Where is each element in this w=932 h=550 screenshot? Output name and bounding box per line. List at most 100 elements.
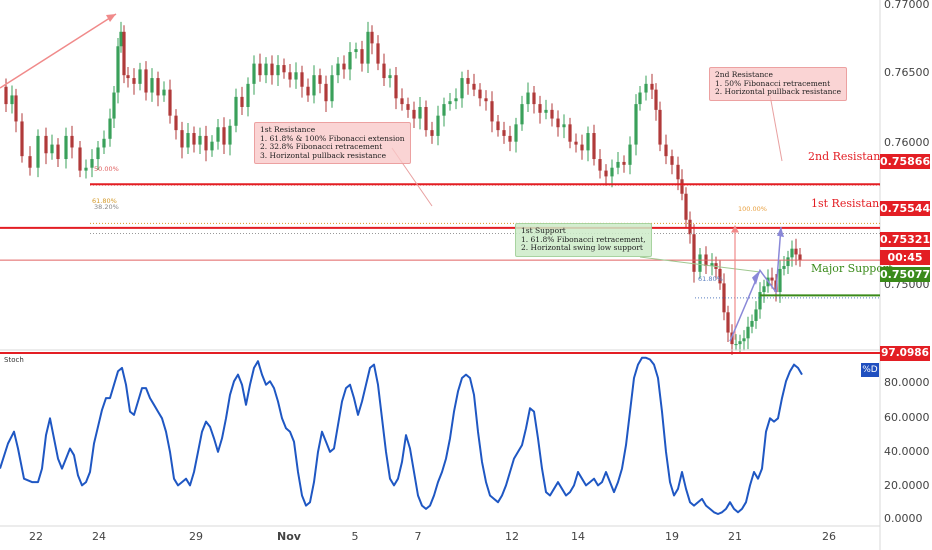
candle-body xyxy=(36,135,40,168)
level-name-2nd-resistance: 2nd Resistance xyxy=(808,150,893,163)
candle-body xyxy=(412,109,416,119)
candle-body xyxy=(222,127,226,145)
candle-body xyxy=(622,161,626,165)
candle-body xyxy=(336,63,340,76)
candle-body xyxy=(144,69,148,93)
candle-body xyxy=(782,266,786,269)
stoch-title: Stoch xyxy=(4,356,24,364)
candle-body xyxy=(168,89,172,116)
candle-body xyxy=(10,95,14,105)
candle-body xyxy=(108,118,112,139)
candle-body xyxy=(376,43,380,64)
candle-body xyxy=(658,109,662,145)
candle-body xyxy=(388,75,392,79)
candle-body xyxy=(460,78,464,99)
candle-body xyxy=(798,254,802,261)
candle-body xyxy=(628,144,632,165)
candle-body xyxy=(116,46,120,93)
candle-body xyxy=(790,248,794,258)
candle-body xyxy=(424,106,428,131)
candle-body xyxy=(586,133,590,151)
candle-body xyxy=(448,101,452,105)
candle-body xyxy=(454,98,458,102)
candle-body xyxy=(762,286,766,293)
candle-body xyxy=(654,89,658,110)
annotation-pointer-line xyxy=(639,256,761,273)
candle-body xyxy=(680,179,684,194)
fib-label-38-2: 38.20% xyxy=(94,203,119,211)
candle-body xyxy=(180,130,184,148)
candle-body xyxy=(638,92,642,105)
candle-body xyxy=(354,49,358,53)
candle-body xyxy=(370,31,374,44)
candle-body xyxy=(132,78,136,84)
candle-body xyxy=(644,83,648,93)
candle-body xyxy=(282,65,286,73)
percent-d-badge[interactable]: %D xyxy=(861,363,879,377)
annotation-pointer-line xyxy=(769,94,783,162)
candle-body xyxy=(550,109,554,119)
candle-body xyxy=(478,89,482,99)
stoch-d-line xyxy=(0,356,803,515)
candle-body xyxy=(496,121,500,131)
candle-body xyxy=(70,135,74,148)
candle-body xyxy=(580,144,584,151)
fib-label-100: 100.00% xyxy=(738,205,767,213)
candle-body xyxy=(556,118,560,128)
abc-arrow-head xyxy=(777,226,784,238)
countdown-badge: 00:45 xyxy=(880,250,930,265)
trend-arrow-head xyxy=(106,14,116,22)
candle-body xyxy=(96,147,100,160)
stochastic-panel xyxy=(0,352,880,515)
candle-body xyxy=(156,78,160,96)
annotation-2nd-resistance: 2nd Resistance 1. 50% Fibonacci retracem… xyxy=(709,67,848,101)
candle-body xyxy=(650,83,654,90)
level-badge-2nd-resistance: 0.75866 xyxy=(880,154,931,169)
candle-body xyxy=(300,72,304,87)
annotation-1st-resistance: 1st Resistance 1. 61.8% & 100% Fibonacci… xyxy=(254,122,411,165)
stoch-overbought-badge: 97.0986 xyxy=(880,346,930,361)
candle-body xyxy=(400,98,404,105)
x-tick: 21 xyxy=(728,530,742,543)
candle-body xyxy=(758,292,762,310)
candle-body xyxy=(294,72,298,80)
last-price-badge: 0.75321 xyxy=(880,232,931,247)
candle-body xyxy=(514,124,518,142)
x-tick: 22 xyxy=(29,530,43,543)
x-tick: Nov xyxy=(277,530,301,543)
candle-body xyxy=(520,104,524,125)
candle-body xyxy=(472,83,476,90)
candle-body xyxy=(50,144,54,154)
candle-body xyxy=(778,268,782,293)
y-tick: 0.77000 xyxy=(884,0,930,11)
candle-body xyxy=(574,141,578,145)
x-tick: 19 xyxy=(665,530,679,543)
x-tick: 7 xyxy=(414,530,422,543)
candle-body xyxy=(112,92,116,119)
candle-body xyxy=(726,312,730,333)
candle-body xyxy=(360,49,364,64)
candle-body xyxy=(126,75,130,79)
y-tick: 0.76000 xyxy=(884,136,930,149)
candle-body xyxy=(634,104,638,145)
candle-body xyxy=(324,83,328,102)
candle-body xyxy=(490,101,494,122)
candle-body xyxy=(119,31,123,47)
candle-body xyxy=(436,115,440,136)
candle-body xyxy=(366,31,370,64)
candle-body xyxy=(544,109,548,113)
candle-body xyxy=(20,121,24,157)
level-name-1st-resistance: 1st Resistance xyxy=(811,197,892,210)
candle-body xyxy=(538,104,542,113)
candle-body xyxy=(382,63,386,79)
candle-body xyxy=(718,268,722,284)
level-badge-major-support: 0.75077 xyxy=(880,267,931,282)
candle-body xyxy=(770,277,774,281)
candle-body xyxy=(102,138,106,148)
stoch-y-tick: 60.0000 xyxy=(884,411,930,424)
candle-body xyxy=(330,75,334,102)
abc-arrow-head xyxy=(752,270,760,285)
fib-label-50: 50.00% xyxy=(94,165,119,173)
candle-body xyxy=(406,104,410,110)
